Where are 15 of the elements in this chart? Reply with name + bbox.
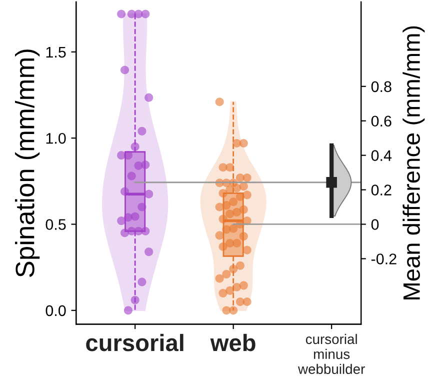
y2-axis-title: Mean difference (mm/mm) — [402, 26, 425, 300]
y2-tick-label: 0.2 — [371, 184, 392, 196]
y-tick-label: 1.0 — [46, 132, 66, 144]
y2-tick-label: 0.4 — [371, 150, 392, 162]
y2-tick-label: 0.6 — [371, 116, 392, 127]
x-tick-label: cursorial minus webbuilder — [298, 334, 365, 374]
y2-tick-label: -0.2 — [371, 254, 396, 264]
y-axis-title: Spination (mm/mm) — [15, 50, 40, 277]
x-tick-label: web — [210, 334, 256, 352]
y2-tick-label: 0.8 — [371, 81, 392, 92]
y2-tick-label: 0 — [371, 219, 379, 230]
y-tick-label: 0.0 — [46, 305, 66, 316]
y-tick-label: 1.5 — [46, 46, 66, 58]
x-tick-label: cursorial — [86, 334, 184, 352]
y-tick-label: 0.5 — [46, 219, 66, 230]
